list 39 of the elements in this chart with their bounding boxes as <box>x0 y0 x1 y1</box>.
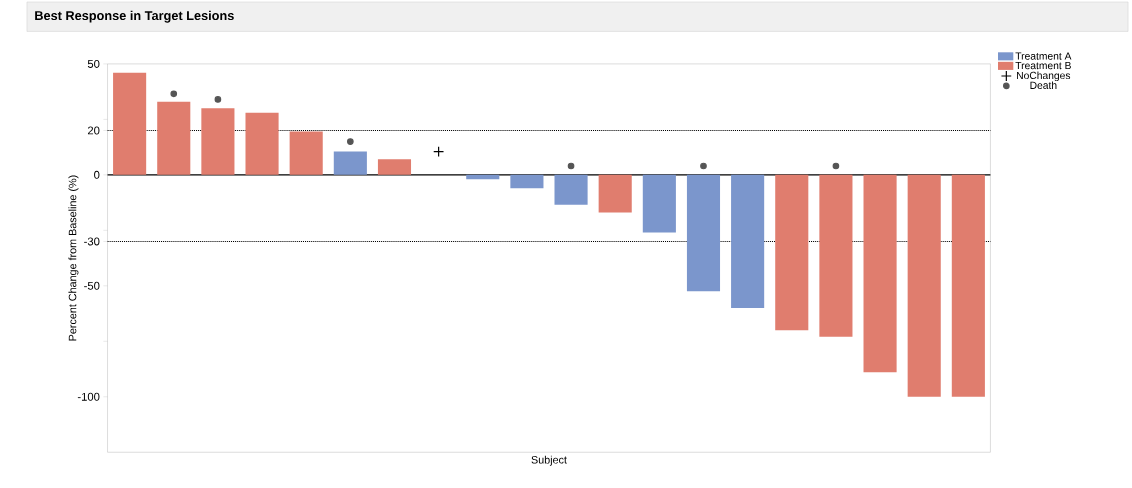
y-tick-label: 0 <box>94 171 100 180</box>
bar <box>157 101 191 176</box>
legend-label: Death <box>1030 81 1057 90</box>
bar <box>289 131 323 176</box>
y-tick-label: 20 <box>87 126 100 135</box>
legend-label: NoChanges <box>1017 71 1071 82</box>
bar <box>466 175 500 180</box>
point <box>433 146 445 158</box>
point <box>567 162 575 170</box>
point <box>170 90 178 98</box>
bar <box>686 175 721 292</box>
bar <box>377 159 412 176</box>
legend-label: Treatment A <box>1015 52 1072 60</box>
bar <box>201 108 235 176</box>
bar <box>510 175 544 189</box>
bar <box>819 175 853 338</box>
legend-label: Treatment B <box>1015 62 1071 70</box>
point <box>700 162 707 170</box>
bar <box>863 175 897 373</box>
bar <box>951 175 985 397</box>
point <box>347 138 354 146</box>
y-tick-label: -100 <box>77 392 100 401</box>
chart-title: Best Response in Target Lesions <box>35 10 234 23</box>
bar <box>333 151 367 176</box>
bar <box>642 175 676 233</box>
y-tick-label: 50 <box>87 60 100 69</box>
bar <box>554 175 588 205</box>
y-tick-label: -50 <box>84 282 100 290</box>
point <box>832 162 840 170</box>
y-axis-title: Percent Change from Baseline (%) <box>68 175 79 341</box>
bar <box>113 72 147 176</box>
bar <box>598 175 632 213</box>
y-tick-label: -30 <box>84 237 100 246</box>
bar <box>245 112 279 176</box>
point <box>214 96 222 103</box>
x-axis-title: Subject <box>531 455 567 466</box>
bar <box>731 175 765 309</box>
bar <box>907 175 941 397</box>
bar <box>775 175 809 331</box>
